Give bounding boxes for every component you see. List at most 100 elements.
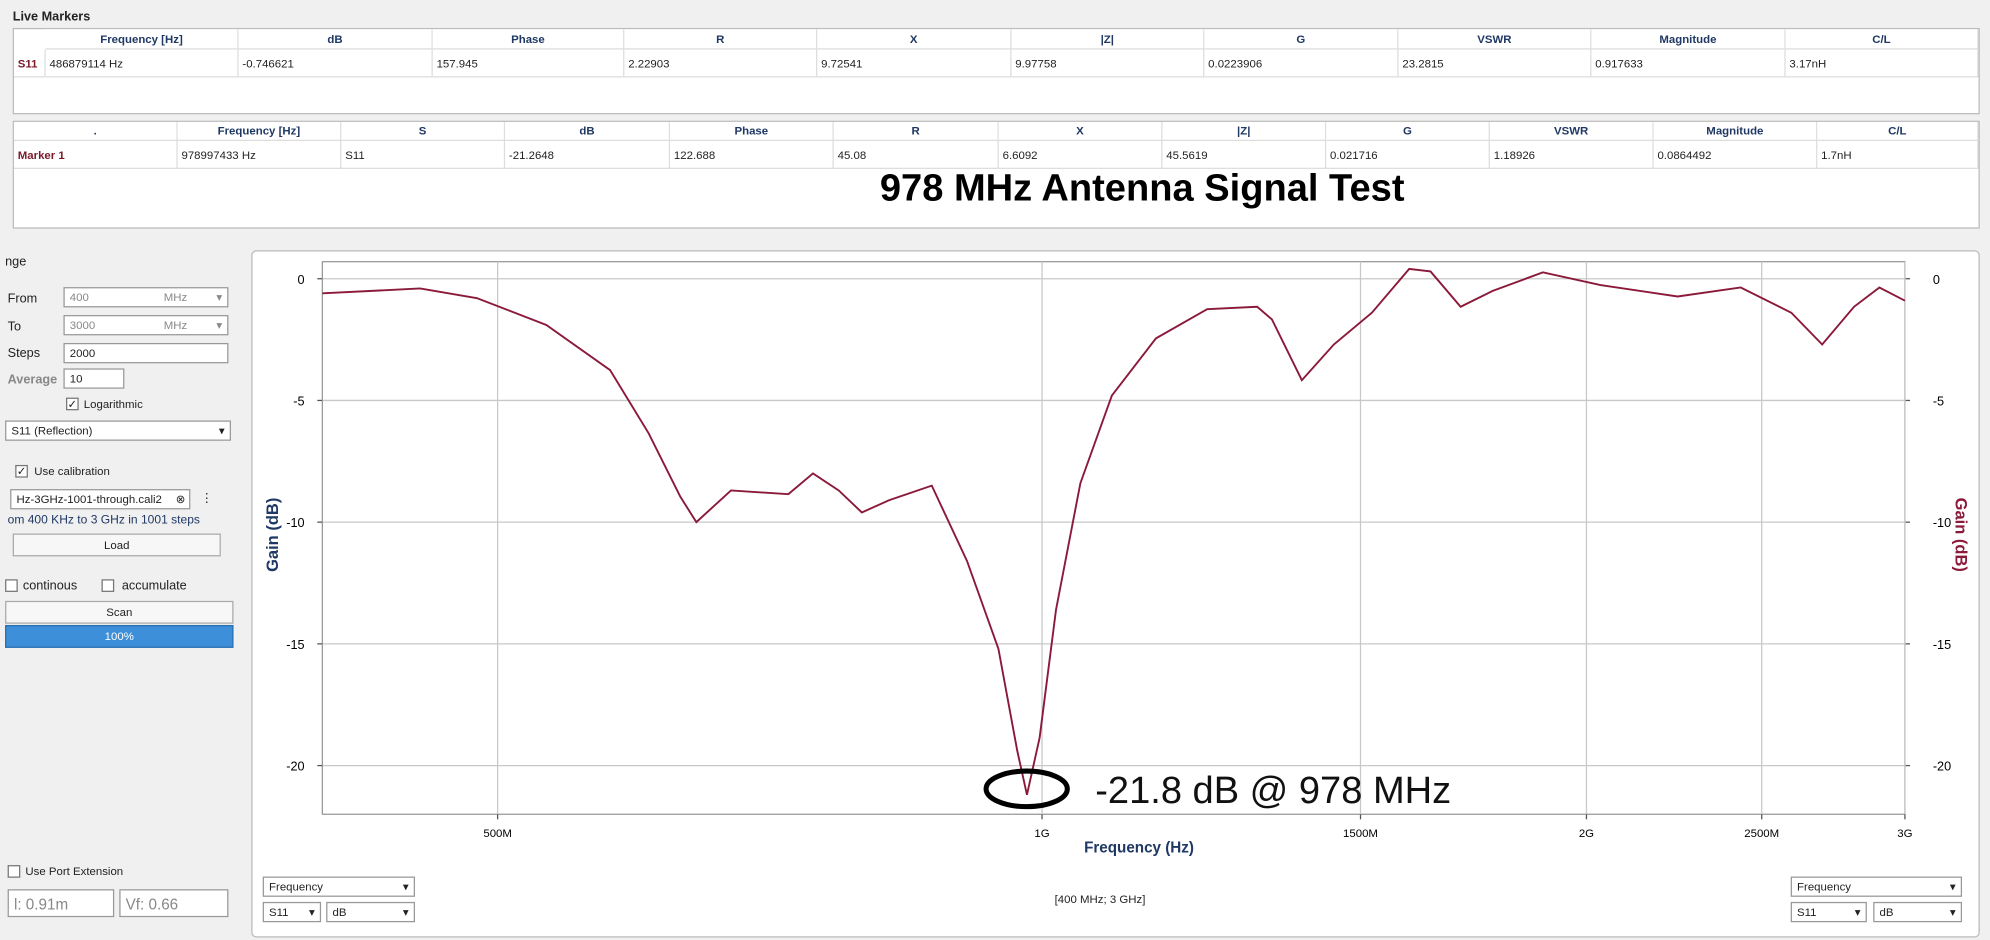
label: To [7,320,22,335]
cell: 2.22903 [624,49,818,78]
y2-tick-label: -10 [1933,516,1951,530]
y2-axis-label: Gain (dB) [1952,498,1970,572]
value: 400 [69,290,89,304]
column-header: . [13,121,178,142]
markers-table: ⋮ 978 MHz Antenna Signal Test .Frequency… [12,120,1980,229]
column-header: Magnitude [1653,121,1818,142]
y2-tick-label: -20 [1933,760,1951,774]
cell: 157.945 [432,49,625,78]
row-label: Marker 1 [13,141,178,169]
y2-tick-label: -15 [1933,638,1951,652]
label: Logarithmic [83,397,143,411]
x-tick-label: 2G [1579,828,1594,840]
cell: -0.746621 [238,49,433,78]
load-button[interactable]: Load [12,533,221,557]
x-tick-label: 1G [1034,828,1049,840]
quantity-dropdown[interactable]: Frequency ▾ [1790,876,1963,897]
steps-input[interactable]: 2000 [63,342,229,364]
column-header: Frequency [Hz] [45,29,239,50]
y-tick-label: -15 [286,638,304,652]
cell: 0.917633 [1591,49,1786,78]
column-header: dB [238,29,433,50]
label: Use Port Extension [25,865,124,878]
value: dB [332,905,347,919]
label: From [7,292,38,307]
cell: 1.18926 [1489,141,1654,169]
cell: 978997433 Hz [177,141,342,169]
length-input[interactable]: l: 0.91m [7,889,115,918]
cell: 122.688 [670,141,834,169]
column-header: Phase [670,121,834,142]
column-header: |Z| [1162,121,1327,142]
cell: 486879114 Hz [45,49,239,78]
average-input[interactable]: 10 [63,368,125,389]
checkbox[interactable]: ✓ [65,397,79,411]
cell: 0.021716 [1326,141,1490,169]
param-dropdown[interactable]: S11 ▾ [1790,901,1867,923]
column-header: Magnitude [1591,29,1786,50]
unit: MHz [163,318,188,332]
cell: 0.0864492 [1653,141,1818,169]
unit-dropdown[interactable]: dB ▾ [1873,901,1963,923]
scan-button[interactable]: Scan [5,600,234,624]
cell: 45.08 [833,141,999,169]
chart: 0 0 -5 -5 -10 -10 -15 -15 -20 -20 500M 1G 1500M 2G 250… [264,261,1970,856]
cell: 9.97758 [1011,49,1205,78]
panel-title: Live Markers [12,10,91,25]
column-header: VSWR [1489,121,1654,142]
cell: 0.0223906 [1204,49,1399,78]
checkbox[interactable] [7,865,21,878]
value: dB [1879,905,1894,919]
value: S11 [269,905,289,919]
unit-dropdown[interactable]: dB ▾ [326,901,415,923]
column-header: C/L [1785,29,1979,50]
param-dropdown[interactable]: S11 ▾ [262,901,322,923]
cell: 45.5619 [1162,141,1327,169]
y-axis-label: Gain (dB) [264,498,282,572]
checkbox[interactable]: ✓ [15,464,28,478]
quantity-dropdown[interactable]: Frequency ▾ [262,876,415,897]
column-header: X [998,121,1163,142]
x-tick-label: 2500M [1744,828,1779,840]
data-line [322,267,1906,796]
label: continous [22,579,78,594]
value: S11 [1797,905,1817,919]
column-header: R [833,121,999,142]
value: 3000 [69,318,96,332]
unit: MHz [163,290,188,304]
column-header: R [624,29,818,50]
column-header: C/L [1817,121,1979,142]
vf-input[interactable]: Vf: 0.66 [119,889,229,918]
cell: 6.6092 [998,141,1163,169]
label: Average [7,373,58,388]
x-tick-label: 3G [1897,828,1912,840]
cal-file-input[interactable]: Hz-3GHz-1001-through.cali2 ⊗ [10,489,191,510]
column-header: |Z| [1011,29,1205,50]
annotation: -21.8 dB @ 978 MHz [1095,770,1451,812]
to-input[interactable]: 3000 MHz ▾ [63,315,229,336]
page-title: 978 MHz Antenna Signal Test [879,167,1405,210]
checkbox[interactable] [101,579,115,592]
x-axis-label: Frequency (Hz) [1084,839,1194,856]
column-header: dB [505,121,671,142]
plot-area [321,261,1906,815]
value: Frequency [269,880,324,894]
cell: 9.72541 [817,49,1012,78]
menu-icon[interactable]: ⋮ [200,491,214,506]
chart-panel: 0 0 -5 -5 -10 -10 -15 -15 -20 -20 500M 1G 1500M 2G 250… [251,250,1980,938]
checkbox[interactable] [5,579,18,592]
from-input[interactable]: 400 MHz ▾ [63,287,229,308]
column-header: Phase [432,29,625,50]
value: S11 (Reflection) [11,424,93,437]
label: Steps [7,346,41,361]
column-header: S [341,121,506,142]
section-label: nge [5,255,27,270]
mode-dropdown[interactable]: S11 (Reflection) ▾ [5,420,231,441]
highlight-ellipse [983,768,1070,810]
cal-info: om 400 KHz to 3 GHz in 1001 steps [7,513,200,528]
y-tick-label: 0 [298,273,305,287]
y-tick-label: -20 [286,760,304,774]
cell: 3.17nH [1785,49,1979,78]
